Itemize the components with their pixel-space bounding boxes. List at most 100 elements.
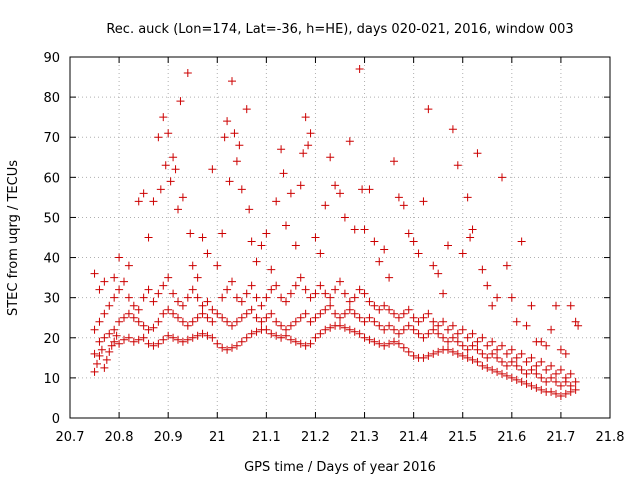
data-point — [522, 321, 531, 330]
data-point — [390, 325, 398, 334]
data-point — [340, 213, 349, 222]
x-tick-label: 20.9 — [154, 430, 183, 445]
data-point — [434, 321, 443, 330]
data-point — [483, 363, 492, 372]
data-point — [321, 289, 330, 298]
data-point — [203, 297, 212, 306]
data-point — [174, 335, 182, 344]
data-point — [468, 355, 477, 364]
data-point — [566, 301, 575, 310]
data-point — [223, 345, 232, 354]
data-point — [110, 293, 119, 302]
x-tick-label: 21.6 — [497, 430, 526, 445]
data-point — [483, 341, 492, 350]
data-point — [198, 309, 207, 318]
data-point — [370, 317, 379, 326]
data-point — [468, 329, 477, 338]
data-point — [448, 347, 457, 356]
data-point — [193, 273, 202, 282]
y-tick-label: 30 — [43, 292, 60, 307]
data-point — [139, 333, 148, 342]
data-point — [291, 241, 300, 250]
data-point — [419, 197, 428, 206]
data-point — [306, 339, 315, 348]
data-point — [466, 233, 475, 242]
data-point — [463, 193, 472, 202]
data-point — [488, 337, 497, 346]
data-point — [390, 309, 398, 318]
data-point — [232, 157, 241, 166]
data-point — [282, 325, 290, 334]
data-point — [419, 333, 428, 342]
data-point — [164, 331, 173, 340]
data-point — [115, 285, 124, 294]
data-point — [429, 325, 438, 334]
data-point — [512, 353, 521, 362]
x-tick-label: 20.7 — [56, 430, 85, 445]
data-point — [174, 205, 182, 214]
chart-title: Rec. auck (Lon=174, Lat=-36, h=HE), days… — [106, 22, 573, 37]
data-point — [149, 341, 158, 350]
data-point — [105, 347, 114, 356]
data-point — [517, 365, 526, 374]
data-point — [493, 293, 502, 302]
data-point — [291, 337, 300, 346]
data-point — [507, 357, 516, 366]
data-point — [267, 309, 276, 318]
data-point — [223, 285, 232, 294]
data-point — [159, 309, 168, 318]
data-point — [213, 261, 222, 270]
data-point — [321, 305, 330, 314]
data-point — [419, 353, 428, 362]
data-point — [429, 349, 438, 358]
data-point — [169, 289, 178, 298]
data-point — [110, 273, 119, 282]
data-point — [178, 301, 187, 310]
data-point — [552, 301, 560, 310]
data-point — [144, 339, 153, 348]
data-point — [532, 361, 541, 370]
data-point — [213, 309, 222, 318]
data-point — [434, 329, 443, 338]
y-tick-label: 70 — [43, 131, 60, 146]
data-point — [355, 313, 364, 322]
data-point — [115, 253, 124, 262]
data-point — [115, 317, 124, 326]
data-point — [409, 237, 418, 246]
data-point — [183, 69, 192, 78]
data-point — [90, 325, 99, 334]
data-point — [208, 317, 217, 326]
data-point — [262, 229, 271, 238]
data-point — [247, 281, 256, 290]
data-point — [164, 273, 173, 282]
data-point — [331, 181, 340, 190]
data-point — [237, 297, 246, 306]
data-point — [245, 205, 254, 214]
data-point — [154, 133, 163, 142]
data-point — [208, 305, 217, 314]
data-point — [156, 185, 165, 194]
data-point — [316, 309, 325, 318]
data-point — [498, 341, 506, 350]
data-point — [286, 321, 295, 330]
data-point — [326, 323, 335, 332]
data-point — [399, 201, 408, 210]
data-point — [365, 297, 374, 306]
data-point — [458, 341, 467, 350]
data-point — [301, 113, 310, 122]
data-point — [291, 281, 300, 290]
data-point — [134, 305, 143, 314]
data-point — [247, 329, 256, 338]
data-point — [458, 249, 467, 258]
data-point — [336, 313, 344, 322]
data-point — [488, 301, 497, 310]
data-point — [193, 331, 202, 340]
data-point — [95, 285, 104, 294]
y-tick-label: 40 — [43, 252, 60, 267]
data-point — [532, 383, 541, 392]
data-point — [345, 325, 354, 334]
data-point — [169, 333, 178, 342]
data-point — [159, 113, 168, 122]
data-point — [345, 137, 354, 146]
x-tick-label: 21.1 — [252, 430, 281, 445]
